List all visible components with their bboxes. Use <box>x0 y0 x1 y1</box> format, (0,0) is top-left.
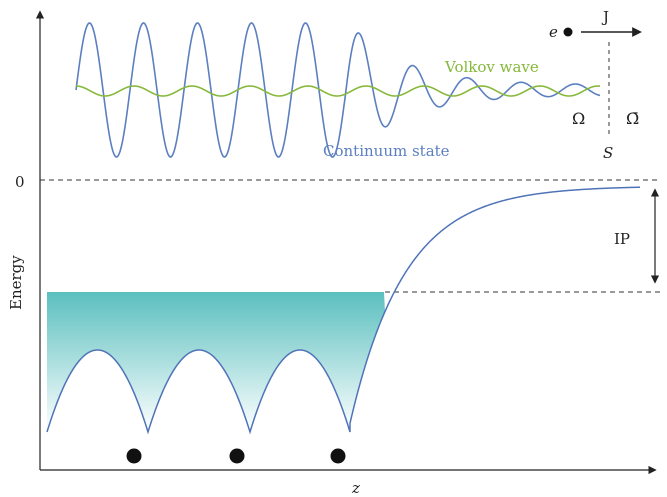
surface-label: S <box>603 144 613 162</box>
ion-core <box>330 448 346 464</box>
electron-label: e <box>549 23 558 41</box>
z-axis-label: z <box>351 479 360 497</box>
zero-label: 0 <box>15 173 25 191</box>
occupied-band-fill <box>47 292 385 432</box>
ip-label: IP <box>614 230 630 248</box>
current-label: J <box>601 8 609 26</box>
potential-curve <box>46 186 641 435</box>
energy-axis-label: Energy <box>7 255 25 310</box>
omega-bar-label: Ω̄ <box>626 109 639 128</box>
continuum-state-label: Continuum state <box>323 142 450 160</box>
ion-core <box>126 448 142 464</box>
electron-dot <box>563 27 573 37</box>
ion-core <box>229 448 245 464</box>
continuum-state-wave <box>75 22 601 158</box>
volkov-wave <box>75 85 601 97</box>
omega-label: Ω <box>572 109 585 128</box>
volkov-wave-label: Volkov wave <box>444 58 539 76</box>
